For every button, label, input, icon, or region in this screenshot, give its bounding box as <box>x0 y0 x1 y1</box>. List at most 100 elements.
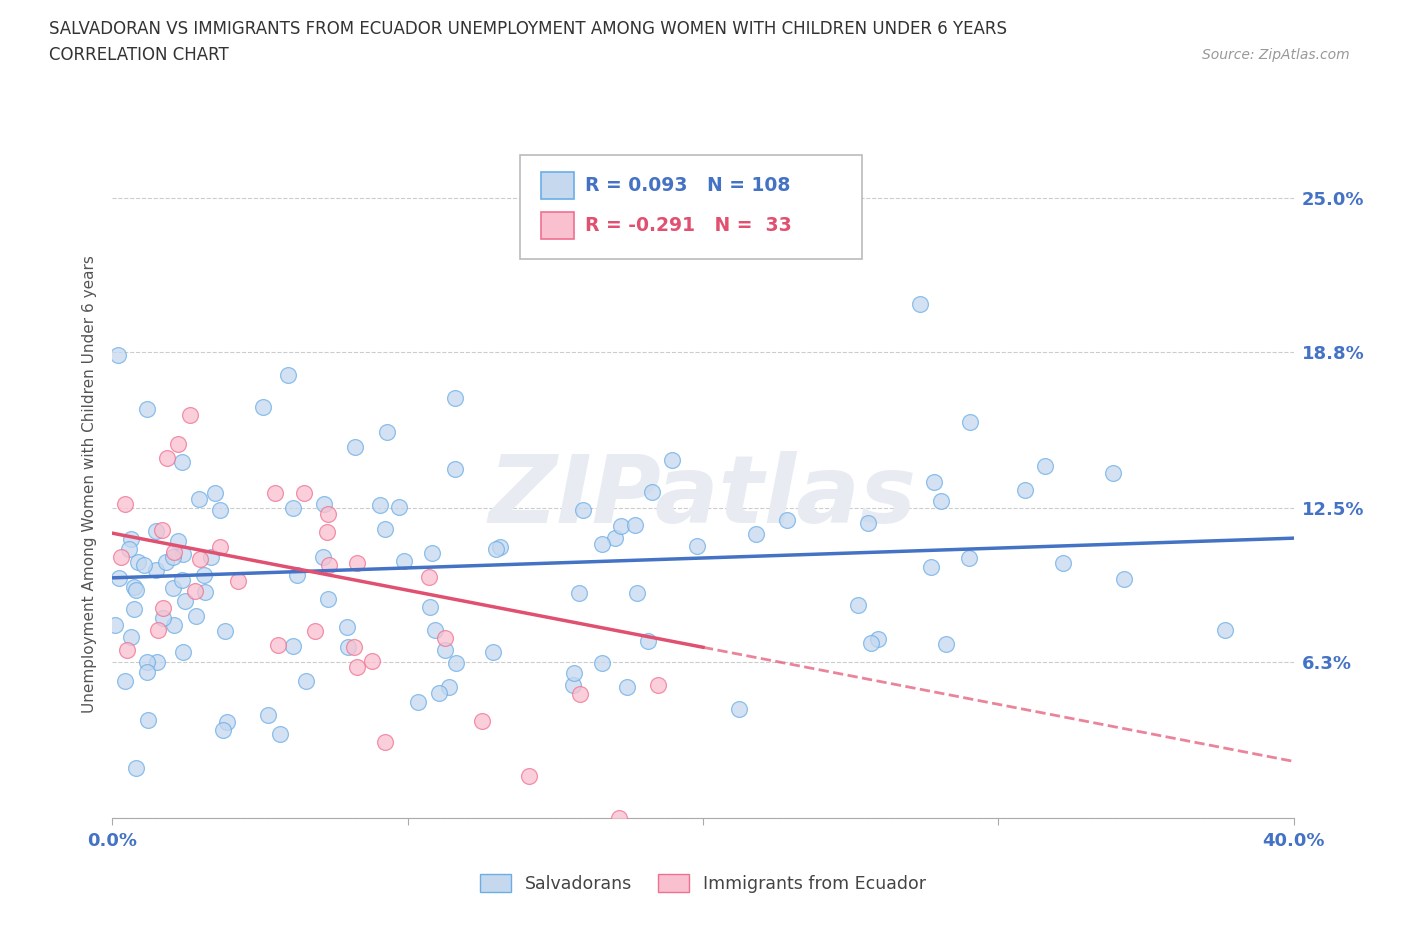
Point <box>264 485 287 500</box>
Point <box>281 638 304 653</box>
Point <box>418 570 440 585</box>
Point <box>252 400 274 415</box>
Point <box>118 541 141 556</box>
Point <box>489 539 512 554</box>
Point <box>1014 483 1036 498</box>
FancyBboxPatch shape <box>520 155 862 259</box>
Point <box>214 624 236 639</box>
Point <box>173 593 195 608</box>
Point <box>117 643 139 658</box>
Point <box>368 498 391 512</box>
Point <box>281 500 304 515</box>
Point <box>959 415 981 430</box>
Point <box>110 550 132 565</box>
Point <box>120 630 142 644</box>
Point <box>200 549 222 564</box>
Point <box>846 597 869 612</box>
Point <box>517 769 540 784</box>
Point <box>316 591 339 606</box>
Point <box>209 502 232 517</box>
Point <box>114 497 136 512</box>
Point <box>346 659 368 674</box>
Point <box>568 586 591 601</box>
Point <box>318 558 340 573</box>
Point <box>471 714 494 729</box>
Point <box>922 474 945 489</box>
Point <box>562 666 585 681</box>
Point <box>908 297 931 312</box>
Bar <box>541 212 574 239</box>
Text: R = 0.093   N = 108: R = 0.093 N = 108 <box>585 176 790 195</box>
Point <box>269 726 291 741</box>
Point <box>167 534 190 549</box>
Point <box>637 633 659 648</box>
Text: ZIPatlas: ZIPatlas <box>489 451 917 543</box>
Point <box>172 547 194 562</box>
Text: SALVADORAN VS IMMIGRANTS FROM ECUADOR UNEMPLOYMENT AMONG WOMEN WITH CHILDREN UND: SALVADORAN VS IMMIGRANTS FROM ECUADOR UN… <box>49 20 1007 38</box>
Point <box>145 655 167 670</box>
Point <box>318 507 340 522</box>
Point <box>1213 623 1236 638</box>
Point <box>1033 458 1056 473</box>
Point <box>607 811 630 826</box>
Point <box>343 640 366 655</box>
Point <box>150 523 173 538</box>
Point <box>437 679 460 694</box>
Point <box>361 654 384 669</box>
Point <box>267 638 290 653</box>
Text: Source: ZipAtlas.com: Source: ZipAtlas.com <box>1202 48 1350 62</box>
Point <box>406 695 429 710</box>
Point <box>125 761 148 776</box>
Point <box>208 540 231 555</box>
Point <box>152 611 174 626</box>
Point <box>107 348 129 363</box>
Point <box>443 390 465 405</box>
Point <box>1052 555 1074 570</box>
Point <box>388 499 411 514</box>
Point <box>616 680 638 695</box>
Point <box>776 513 799 528</box>
Point <box>163 545 186 560</box>
Point <box>591 537 613 551</box>
Point <box>661 452 683 467</box>
Point <box>304 624 326 639</box>
Point <box>122 579 145 594</box>
Point <box>194 584 217 599</box>
Point <box>427 685 450 700</box>
Point <box>187 491 209 506</box>
Point <box>135 655 157 670</box>
Point <box>120 531 142 546</box>
Point <box>124 583 146 598</box>
Point <box>285 567 308 582</box>
Point <box>226 573 249 588</box>
Point <box>859 635 882 650</box>
Point <box>868 631 890 646</box>
Point <box>375 425 398 440</box>
Point <box>610 519 633 534</box>
Point <box>443 461 465 476</box>
Point <box>172 572 194 587</box>
Point <box>336 620 359 635</box>
Bar <box>541 172 574 199</box>
Text: R = -0.291   N =  33: R = -0.291 N = 33 <box>585 217 792 235</box>
Point <box>108 571 131 586</box>
Point <box>138 712 160 727</box>
Point <box>624 517 647 532</box>
Point <box>1102 466 1125 481</box>
Point <box>433 631 456 645</box>
Point <box>856 516 879 531</box>
Point <box>179 407 201 422</box>
Point <box>392 553 415 568</box>
Point <box>152 601 174 616</box>
Point <box>316 525 339 539</box>
Point <box>572 502 595 517</box>
Point <box>167 437 190 452</box>
Point <box>257 707 280 722</box>
Point <box>294 485 316 500</box>
Point <box>170 455 193 470</box>
Point <box>568 686 591 701</box>
Point <box>215 714 238 729</box>
Point <box>136 402 159 417</box>
Point <box>373 522 395 537</box>
Point <box>314 497 336 512</box>
